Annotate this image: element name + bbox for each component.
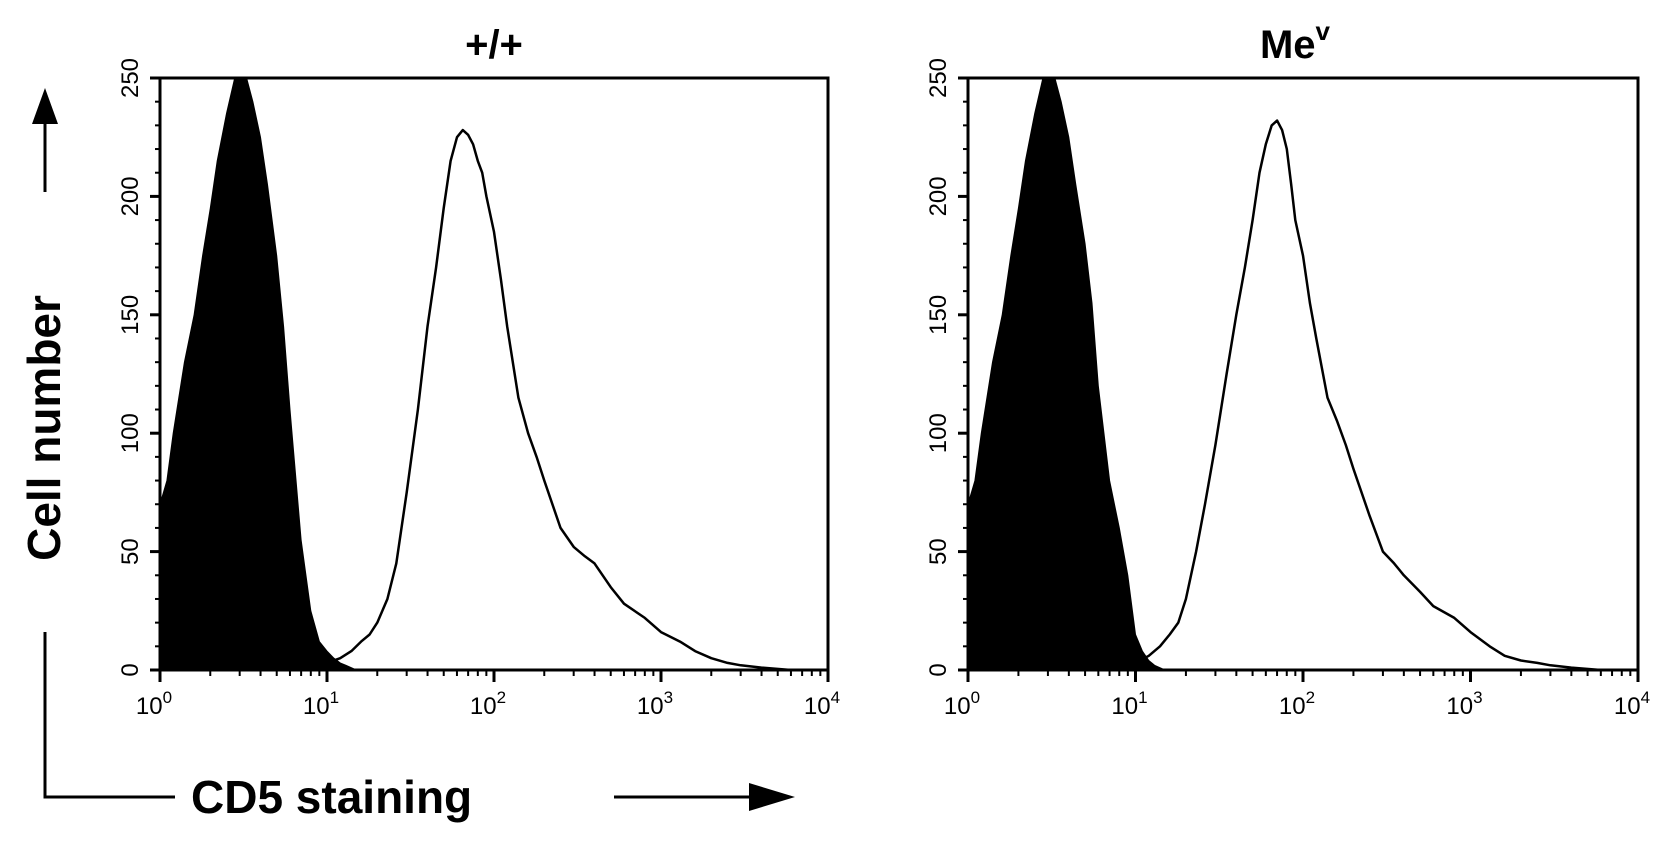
y-tick-label: 0 [925,663,952,676]
x-axis-title-group: CD5 staining [43,632,795,823]
x-tick-label: 103 [1446,688,1482,720]
x-tick-label: 102 [470,688,506,720]
outline-histogram [1134,119,1638,672]
x-axis-bracket [43,632,175,799]
y-tick-label: 150 [117,295,144,335]
x-tick-label-exponent: 2 [1306,688,1315,707]
x-tick-label: 103 [637,688,673,720]
y-tick-label: 150 [925,295,952,335]
x-tick-label-base: 10 [637,693,664,720]
x-tick-label-exponent: 1 [1138,688,1147,707]
y-axis-arrow-head [32,88,58,124]
x-tick-label-base: 10 [1446,693,1473,720]
x-tick-label-exponent: 1 [330,688,339,707]
filled-histogram [159,77,357,671]
panel-title-superscript: v [1316,16,1331,46]
outline-histogram [310,128,828,672]
x-tick-label-exponent: 0 [163,688,172,707]
panel-title: +/+ [465,23,523,67]
x-axis-title: CD5 staining [191,771,472,823]
x-tick-label: 100 [944,688,980,720]
x-tick-label-base: 10 [136,693,163,720]
x-tick-label-exponent: 3 [664,688,673,707]
x-tick-label: 100 [136,688,172,720]
x-tick-label-exponent: 4 [1641,688,1650,707]
y-tick-label: 200 [925,176,952,216]
x-tick-label-base: 10 [470,693,497,720]
x-tick-label: 104 [1614,688,1650,720]
x-tick-label-base: 10 [944,693,971,720]
panel-title: Mev [1260,16,1331,67]
panel-title-base: Me [1260,23,1316,67]
y-tick-label: 100 [925,413,952,453]
y-tick-label: 250 [117,58,144,98]
x-tick-label: 101 [303,688,339,720]
y-tick-label: 100 [117,413,144,453]
y-tick-label: 50 [117,538,144,565]
y-tick-label: 250 [925,58,952,98]
x-tick-label-base: 10 [1614,693,1641,720]
x-tick-label-exponent: 3 [1473,688,1482,707]
x-tick-label: 104 [804,688,840,720]
x-tick-label: 102 [1279,688,1315,720]
x-tick-label-exponent: 0 [971,688,980,707]
x-tick-label-base: 10 [804,693,831,720]
x-tick-label-base: 10 [1279,693,1306,720]
y-axis-title-group: Cell number [18,88,70,561]
x-tick-label-exponent: 4 [831,688,840,707]
series-marks [967,77,1638,672]
x-axis-arrow-head [749,783,795,811]
y-tick-label: 200 [117,176,144,216]
y-tick-label: 50 [925,538,952,565]
filled-histogram [967,77,1166,671]
y-axis-title: Cell number [18,295,70,561]
y-tick-label: 0 [117,663,144,676]
x-tick-label: 101 [1111,688,1147,720]
series-marks [159,77,828,672]
x-tick-label-exponent: 2 [497,688,506,707]
x-tick-label-base: 10 [303,693,330,720]
x-tick-label-base: 10 [1111,693,1138,720]
